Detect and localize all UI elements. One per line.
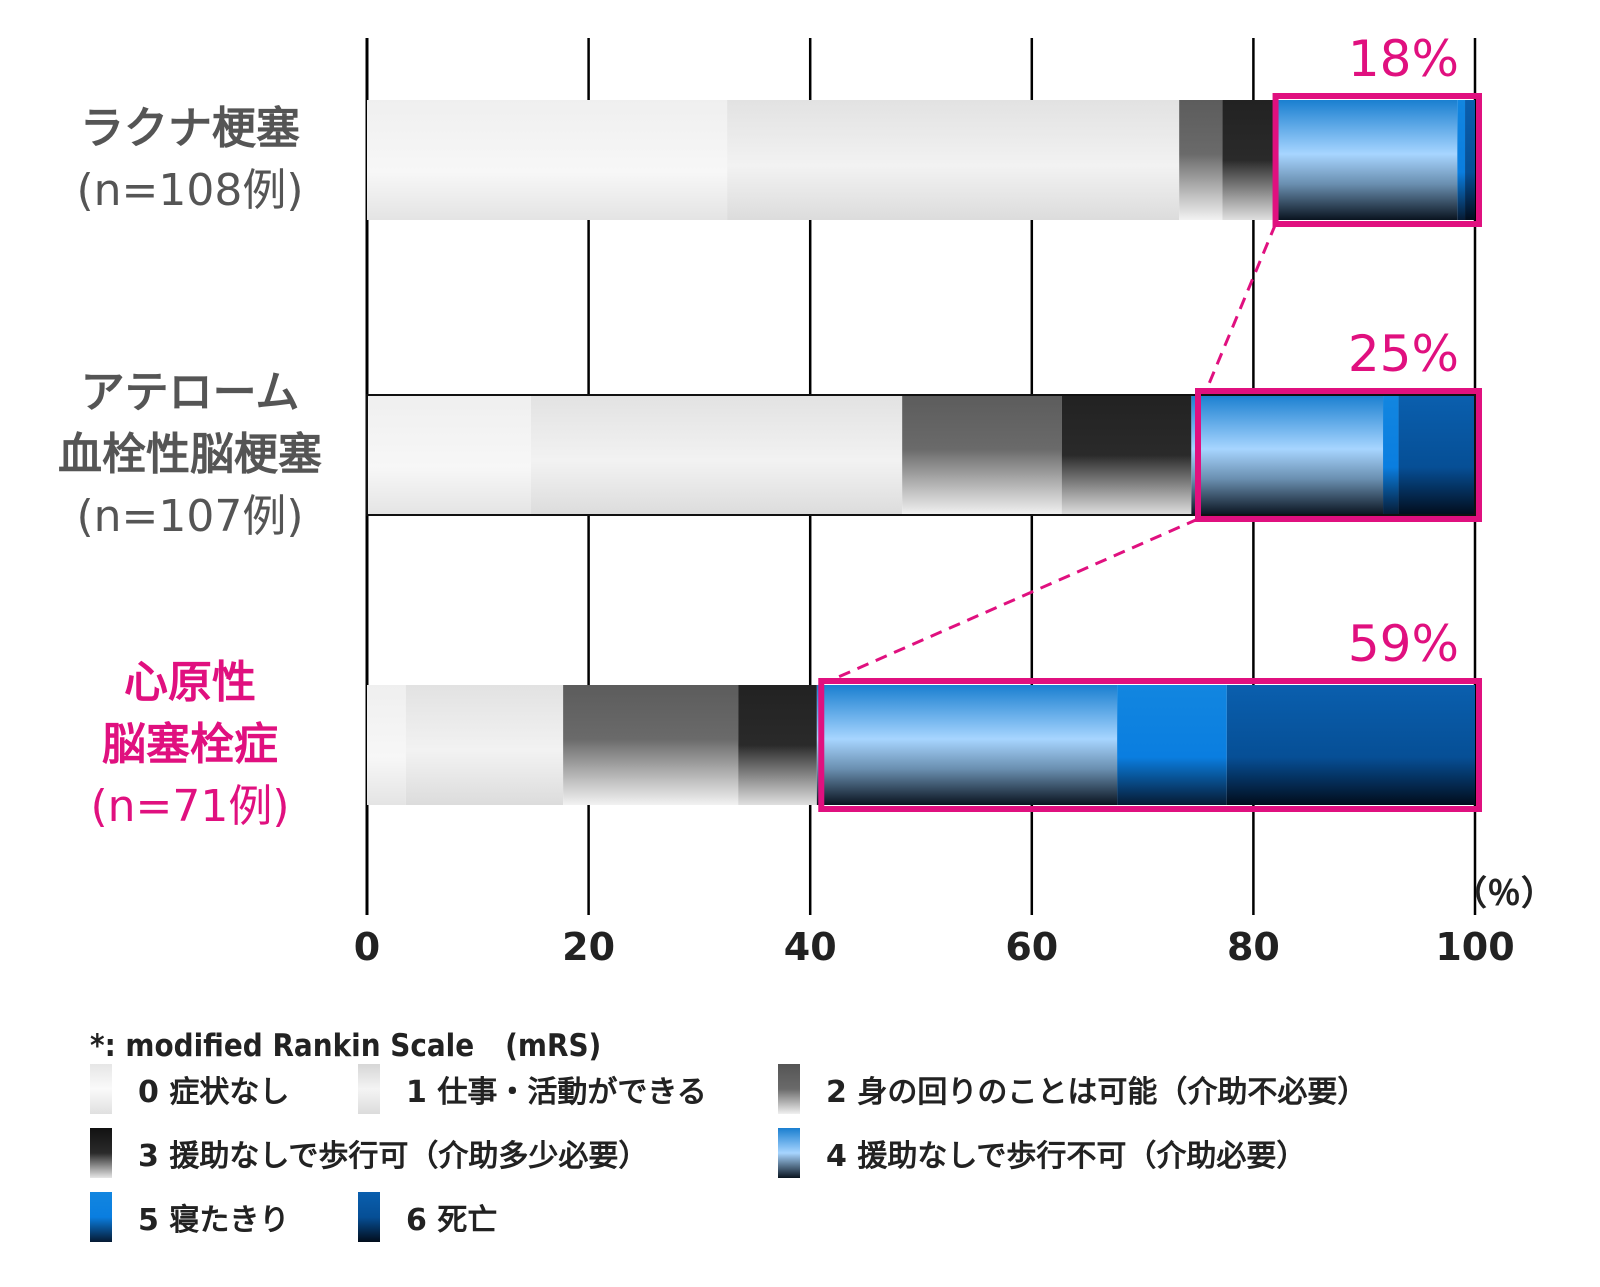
chart: 0 20 40 60 80 100 （％） 18% 25% 59% ラクナ梗塞 (n=108例) アテロ…	[58, 30, 1555, 969]
legend-label-6: 6 死亡	[406, 1203, 498, 1238]
bar-segment	[1191, 395, 1384, 515]
legend-row: 5 寝たきり 6 死亡	[90, 1192, 1570, 1256]
bar-segment	[367, 685, 406, 805]
x-tick-label: 0	[354, 925, 380, 969]
legend-label-1: 1 仕事・活動ができる	[406, 1075, 707, 1110]
bar-segment	[405, 685, 564, 805]
category-label: (n=107例)	[76, 491, 303, 542]
bar-segment	[1383, 395, 1399, 515]
connector-line	[1204, 223, 1277, 392]
bar-segment	[1398, 395, 1475, 515]
bar-segment	[1273, 100, 1458, 220]
highlight-percent: 18%	[1348, 30, 1459, 88]
bar-segment	[1179, 100, 1223, 220]
highlight-percent: 59%	[1348, 615, 1459, 673]
category-label: 脳塞栓症	[102, 719, 278, 770]
legend-item-6: 6 死亡	[358, 1192, 497, 1242]
bar-segment	[563, 685, 739, 805]
legend-swatch-5	[90, 1192, 112, 1242]
legend-item-1: 1 仕事・活動ができる	[358, 1064, 707, 1114]
connector-line	[828, 517, 1199, 683]
bar-segment	[1117, 685, 1227, 805]
x-tick-label: 80	[1227, 925, 1280, 969]
category-label: 血栓性脳梗塞	[58, 429, 322, 480]
bar-outline	[366, 394, 1476, 516]
legend-label-5: 5 寝たきり	[138, 1203, 290, 1238]
legend-row: 3 援助なしで歩行可（介助多少必要） 4 援助なしで歩行不可（介助必要）	[90, 1128, 1570, 1192]
legend-row: 0 症状なし 1 仕事・活動ができる 2 身の回りのことは可能（介助不必要）	[90, 1064, 1570, 1128]
x-tick-label: 60	[1005, 925, 1058, 969]
legend-label-3: 3 援助なしで歩行可（介助多少必要）	[138, 1139, 649, 1174]
legend-label-0: 0 症状なし	[138, 1075, 290, 1110]
legend-note: *: modified Rankin Scale (mRS)	[90, 1028, 602, 1064]
legend-swatch-1	[358, 1064, 380, 1114]
legend-item-2: 2 身の回りのことは可能（介助不必要）	[778, 1064, 1367, 1114]
legend-swatch-0	[90, 1064, 112, 1114]
bar-segment	[1457, 100, 1466, 220]
legend: *: modified Rankin Scale (mRS) 0 症状なし 1 …	[90, 1020, 1570, 1256]
bar-segment	[1222, 100, 1274, 220]
highlight-box	[818, 678, 1482, 812]
bar-segment	[367, 100, 728, 220]
bar-segment	[816, 685, 1118, 805]
bar-segment	[738, 685, 817, 805]
x-tick-label: 100	[1435, 925, 1514, 969]
legend-item-0: 0 症状なし	[90, 1064, 289, 1114]
legend-swatch-2	[778, 1064, 800, 1114]
bar-segment	[1226, 685, 1475, 805]
x-tick-label: 40	[784, 925, 837, 969]
legend-swatch-3	[90, 1128, 112, 1178]
highlight-box	[1195, 388, 1482, 522]
bar-segment	[902, 395, 1062, 515]
bar-segment	[530, 395, 903, 515]
bar-segment	[727, 100, 1180, 220]
bar-segment	[1061, 395, 1192, 515]
category-label: 心原性	[124, 657, 256, 708]
legend-item-3: 3 援助なしで歩行可（介助多少必要）	[90, 1128, 648, 1178]
category-label: (n=108例)	[76, 165, 303, 216]
bar-segment	[1465, 100, 1475, 220]
legend-label-4: 4 援助なしで歩行不可（介助必要）	[826, 1139, 1307, 1174]
category-label: ラクナ梗塞	[80, 103, 300, 154]
legend-item-5: 5 寝たきり	[90, 1192, 289, 1242]
x-unit-label: （％）	[1453, 874, 1555, 914]
legend-swatch-4	[778, 1128, 800, 1178]
highlight-percent: 25%	[1348, 325, 1459, 383]
legend-label-2: 2 身の回りのことは可能（介助不必要）	[826, 1075, 1368, 1110]
bar-segment	[367, 395, 531, 515]
category-label: (n=71例)	[90, 781, 289, 832]
x-tick-label: 20	[562, 925, 615, 969]
highlight-box	[1272, 93, 1483, 227]
legend-item-4: 4 援助なしで歩行不可（介助必要）	[778, 1128, 1306, 1178]
category-label: アテローム	[81, 367, 300, 418]
legend-swatch-6	[358, 1192, 380, 1242]
